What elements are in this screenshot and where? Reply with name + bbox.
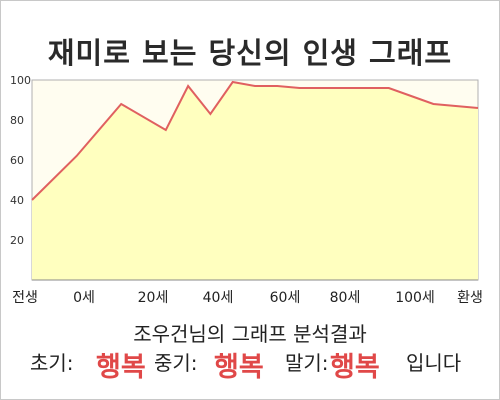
x-tick-label: 0세 (73, 290, 95, 306)
late-label: 말기: (285, 351, 329, 375)
x-tick-label: 40세 (203, 290, 234, 306)
late-value: 행복 (330, 352, 380, 383)
y-axis-ticks: 20 40 60 80 100 (10, 74, 31, 247)
page-title: 재미로 보는 당신의 인생 그래프 (47, 36, 453, 70)
result-heading: 조우건님의 그래프 분석결과 (133, 322, 367, 346)
life-line (31, 80, 479, 201)
y-tick-label: 100 (10, 74, 31, 87)
result-summary: 초기: 행복 중기: 행복 말기: 행복 입니다 (30, 347, 490, 383)
x-tick-label: 60세 (270, 290, 301, 306)
x-axis-ticks: 전생 0세 20세 40세 60세 80세 100세 환생 (12, 290, 483, 306)
early-label: 초기: (30, 351, 74, 375)
x-tick-label: 전생 (12, 290, 38, 306)
x-tick-label: 환생 (457, 290, 483, 306)
x-tick-label: 80세 (330, 290, 361, 306)
middle-label: 중기: (154, 351, 198, 375)
y-tick-label: 20 (10, 234, 24, 247)
life-area (32, 82, 478, 280)
y-tick-label: 60 (10, 154, 24, 167)
result-suffix: 입니다 (406, 351, 462, 375)
y-tick-label: 40 (10, 194, 24, 207)
early-value: 행복 (96, 352, 146, 383)
middle-value: 행복 (214, 352, 264, 383)
x-tick-label: 100세 (395, 290, 435, 306)
y-tick-label: 80 (10, 114, 24, 127)
x-tick-label: 20세 (138, 290, 169, 306)
